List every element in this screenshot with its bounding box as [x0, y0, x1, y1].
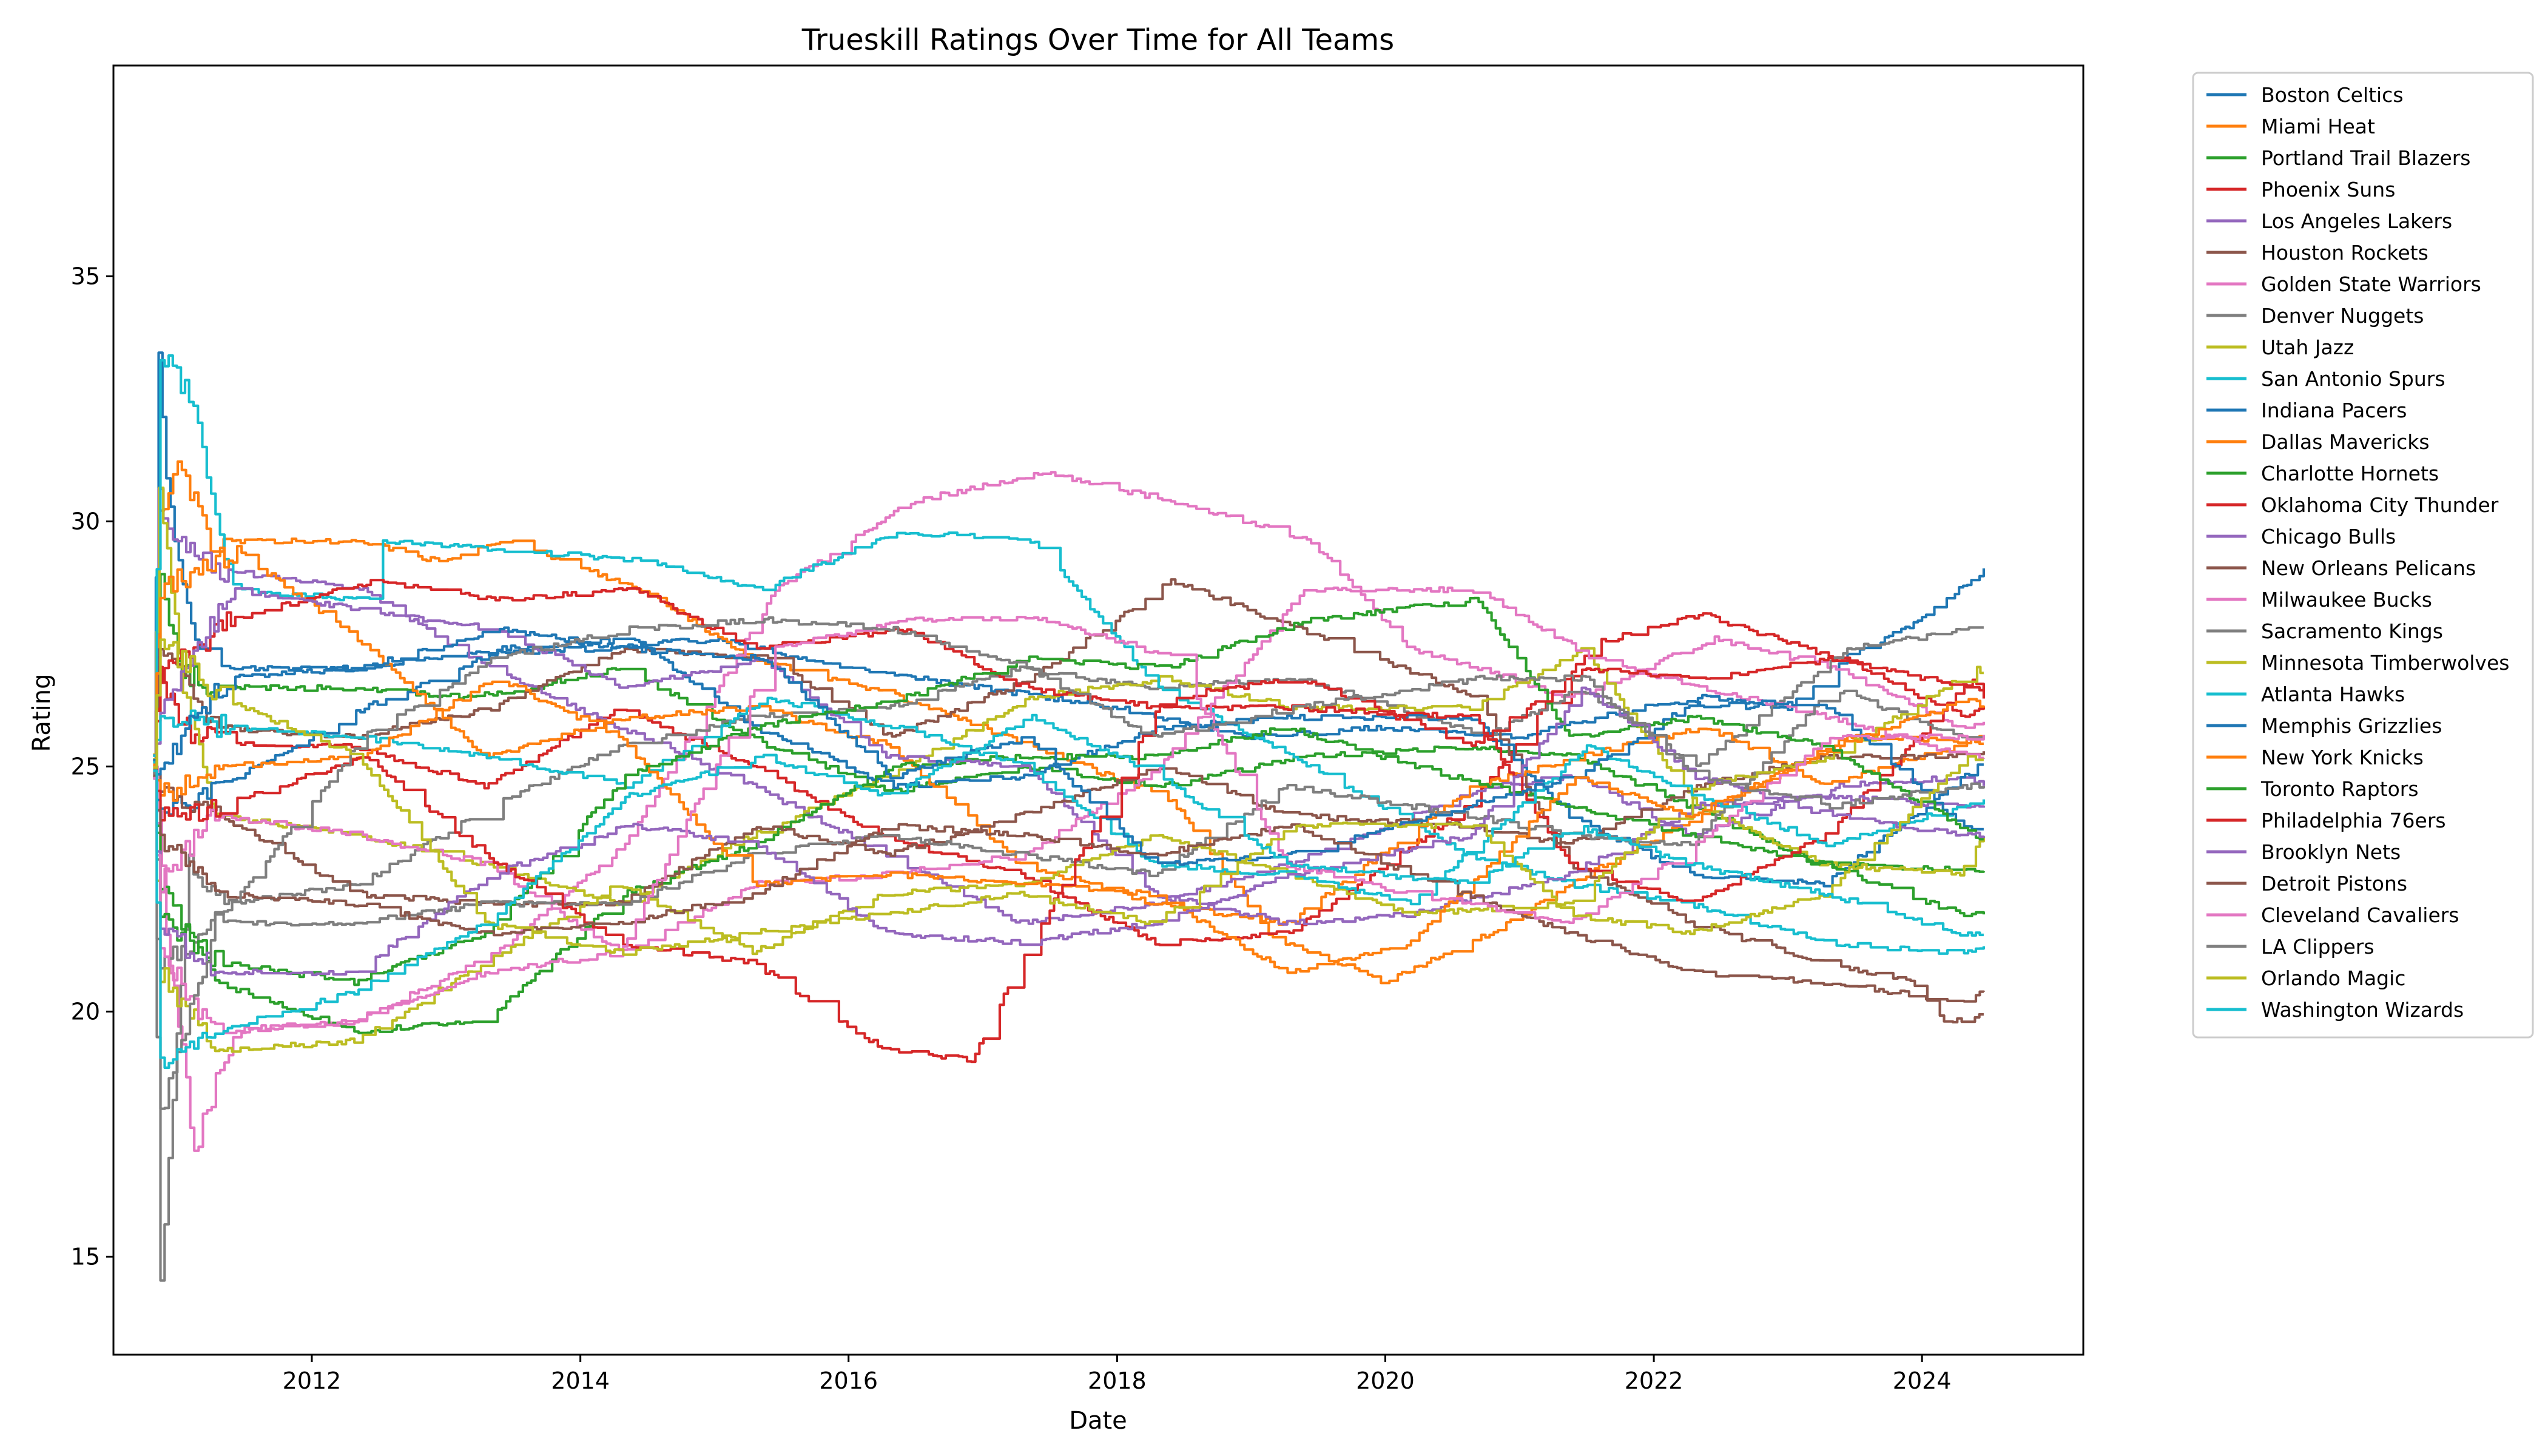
legend-label: Utah Jazz	[2261, 335, 2354, 359]
legend-label: Milwaukee Bucks	[2261, 588, 2432, 612]
x-tick-label: 2014	[551, 1367, 610, 1394]
series-line-washington-wizards	[153, 713, 1984, 1070]
series-line-oklahoma-city-thunder	[153, 579, 1985, 902]
legend-label: Orlando Magic	[2261, 966, 2405, 990]
legend-label: Los Angeles Lakers	[2261, 209, 2452, 233]
legend-label: Chicago Bulls	[2261, 525, 2396, 548]
legend-label: Golden State Warriors	[2261, 272, 2481, 296]
legend-label: Washington Wizards	[2261, 998, 2464, 1022]
y-axis-label: Rating	[28, 674, 56, 752]
x-tick-label: 2022	[1625, 1367, 1684, 1394]
legend-label: Denver Nuggets	[2261, 304, 2424, 328]
series-line-san-antonio-spurs	[153, 354, 1985, 955]
legend-label: Memphis Grizzlies	[2261, 714, 2442, 738]
series-line-brooklyn-nets	[153, 686, 1985, 977]
series-line-cleveland-cavaliers	[153, 616, 1985, 1034]
series-line-memphis-grizzlies	[153, 626, 1984, 866]
legend: Boston Celtics Miami Heat Portland Trail B…	[2192, 72, 2534, 1039]
y-tick-label: 20	[71, 998, 100, 1025]
legend-label: Minnesota Timberwolves	[2261, 651, 2509, 675]
series-line-new-orleans-pelicans	[153, 751, 1985, 908]
legend-label: New York Knicks	[2261, 746, 2424, 769]
series-line-los-angeles-lakers	[153, 487, 1985, 925]
legend-label: Indiana Pacers	[2261, 399, 2407, 422]
x-tick-label: 2012	[283, 1367, 342, 1394]
series-line-minnesota-timberwolves	[153, 666, 1984, 1053]
plot-frame	[112, 64, 2085, 1356]
legend-label: Boston Celtics	[2261, 83, 2404, 107]
x-axis: 2012 2014 2016 2018 2020 2022 2024	[283, 1355, 1952, 1394]
x-tick-label: 2016	[819, 1367, 878, 1394]
y-tick-label: 15	[71, 1243, 100, 1270]
legend-label: Houston Rockets	[2261, 241, 2428, 265]
legend-label: Toronto Raptors	[2260, 777, 2419, 801]
x-tick-label: 2020	[1356, 1367, 1415, 1394]
series-line-chicago-bulls	[153, 587, 1985, 926]
x-tick-label: 2024	[1893, 1367, 1952, 1394]
legend-label: Brooklyn Nets	[2261, 840, 2401, 864]
legend-label: San Antonio Spurs	[2261, 367, 2445, 391]
series-line-detroit-pistons	[153, 774, 1985, 1003]
legend-label: LA Clippers	[2261, 935, 2374, 959]
series-line-new-york-knicks	[153, 680, 1985, 974]
y-tick-label: 25	[71, 753, 100, 780]
legend-label: Atlanta Hawks	[2261, 682, 2405, 706]
y-tick-label: 35	[71, 263, 100, 289]
legend-label: Cleveland Cavaliers	[2261, 903, 2459, 927]
series-line-toronto-raptors	[153, 596, 1984, 986]
chart-title: Trueskill Ratings Over Time for All Team…	[801, 23, 1394, 57]
legend-label: Portland Trail Blazers	[2261, 146, 2471, 170]
x-tick-label: 2018	[1088, 1367, 1147, 1394]
series-line-houston-rockets	[153, 578, 1984, 1023]
series-line-orlando-magic	[153, 638, 1984, 956]
series-line-la-clippers	[153, 616, 1985, 1110]
y-tick-label: 30	[71, 508, 100, 534]
series-line-atlanta-hawks	[153, 696, 1985, 906]
legend-label: Miami Heat	[2261, 115, 2375, 138]
legend-label: New Orleans Pelicans	[2261, 556, 2476, 580]
y-axis: 15 20 25 30 35	[71, 263, 113, 1270]
legend-label: Detroit Pistons	[2261, 872, 2407, 895]
series-line-phoenix-suns	[153, 612, 1985, 946]
legend-label: Oklahoma City Thunder	[2261, 493, 2499, 517]
plot-area	[153, 351, 1985, 1282]
legend-label: Dallas Mavericks	[2261, 430, 2430, 454]
legend-label: Sacramento Kings	[2261, 619, 2443, 643]
series-line-golden-state-warriors	[153, 471, 1985, 1152]
legend-label: Charlotte Hornets	[2261, 462, 2439, 485]
legend-frame	[2192, 72, 2534, 1039]
legend-label: Philadelphia 76ers	[2261, 809, 2446, 832]
x-axis-label: Date	[1069, 1407, 1127, 1435]
legend-label: Phoenix Suns	[2261, 178, 2395, 201]
